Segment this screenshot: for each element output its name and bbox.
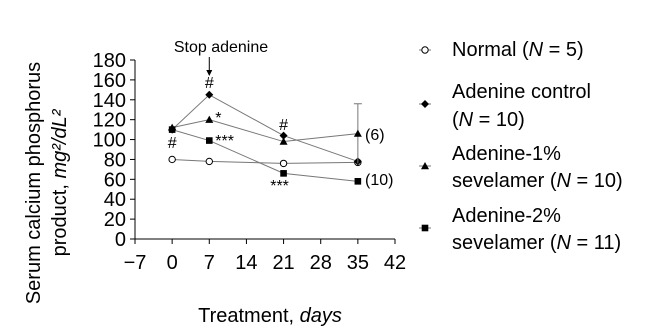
- stop-adenine-label: Stop adenine: [174, 39, 268, 56]
- data-point: [280, 170, 287, 177]
- x-tick-label: 7: [204, 252, 215, 274]
- legend-item: Adenine control (N = 10): [419, 81, 591, 131]
- x-tick-label: 35: [347, 252, 369, 274]
- legend-item: Adenine-1% sevelamer (N = 10): [419, 143, 623, 192]
- legend-label: Adenine-2%: [452, 205, 561, 227]
- y-tick-label: 40: [104, 189, 126, 211]
- x-tick-label: 28: [310, 252, 332, 274]
- legend-marker: [421, 224, 429, 232]
- data-point: [168, 155, 176, 164]
- series-adenine-control: [168, 90, 362, 166]
- series-layer: [168, 90, 362, 185]
- y-axis-title-line1: Serum calcium phosphorus: [23, 62, 45, 304]
- legend-label: Adenine-1%: [452, 143, 561, 165]
- y-tick-label: 140: [93, 90, 126, 112]
- sample-size-label: (6): [365, 127, 385, 144]
- y-tick-label: 80: [104, 149, 126, 171]
- data-point: [279, 137, 288, 145]
- data-point: [205, 157, 213, 166]
- legend-label: sevelamer (N = 10): [452, 170, 623, 192]
- annotations: Stop adenine###*******(6)(10): [168, 39, 394, 195]
- legend: Normal (N = 5)Adenine control(N = 10)Ade…: [419, 39, 623, 254]
- significance-hash: #: [168, 135, 177, 152]
- legend-marker: [421, 100, 429, 108]
- y-axis-title-line2: product, mg²/dL²: [49, 108, 71, 256]
- significance-star: *: [215, 110, 221, 127]
- data-point: [168, 126, 176, 133]
- legend-label: (N = 10): [452, 109, 525, 131]
- legend-label: sevelamer (N = 11): [452, 232, 621, 254]
- y-tick-label: 160: [93, 70, 126, 92]
- series-line: [172, 129, 358, 182]
- x-axis-title-main: Treatment,: [198, 305, 300, 327]
- significance-hash: #: [279, 117, 288, 134]
- x-tick-label: 21: [272, 252, 294, 274]
- y-axis-title-prefix: product,: [49, 179, 71, 257]
- data-point: [205, 137, 213, 144]
- significance-hash: #: [205, 75, 214, 92]
- legend-item: Adenine-2% sevelamer (N = 11): [419, 205, 621, 254]
- legend-label: Normal (N = 5): [452, 39, 584, 61]
- significance-stars: ***: [215, 133, 234, 150]
- x-tick-label: −7: [124, 252, 147, 274]
- y-tick-label: 20: [104, 209, 126, 231]
- y-tick-label: 120: [93, 110, 126, 132]
- x-axis-title: Treatment, days: [198, 305, 342, 327]
- legend-marker: [421, 162, 429, 170]
- x-tick-label: 14: [235, 252, 257, 274]
- legend-item: Normal (N = 5): [419, 39, 584, 61]
- x-tick-label: 0: [167, 252, 178, 274]
- series-line: [172, 119, 358, 143]
- series-line: [172, 158, 358, 164]
- y-tick-label: 100: [93, 130, 126, 152]
- legend-marker: [421, 46, 429, 54]
- data-point: [205, 115, 214, 123]
- x-axis-title-unit: days: [300, 305, 342, 327]
- stop-adenine-arrow-head: [206, 70, 213, 76]
- legend-label: Adenine control: [452, 81, 591, 103]
- significance-stars: ***: [270, 178, 289, 195]
- data-point: [279, 159, 288, 168]
- sample-size-label: (10): [365, 172, 393, 189]
- data-point: [205, 90, 214, 99]
- y-tick-label: 0: [115, 229, 126, 251]
- series-adenine-1-sevelamer: [168, 103, 362, 164]
- y-tick-label: 180: [93, 50, 126, 72]
- y-tick-label: 60: [104, 169, 126, 191]
- series-line: [171, 94, 359, 162]
- x-tick-label: 42: [384, 252, 406, 274]
- data-point: [353, 129, 362, 137]
- y-axis-title-unit: mg²/dL²: [49, 108, 71, 178]
- data-point: [354, 178, 362, 185]
- series-adenine-2-sevelamer: [168, 126, 362, 185]
- data-point: [279, 131, 288, 140]
